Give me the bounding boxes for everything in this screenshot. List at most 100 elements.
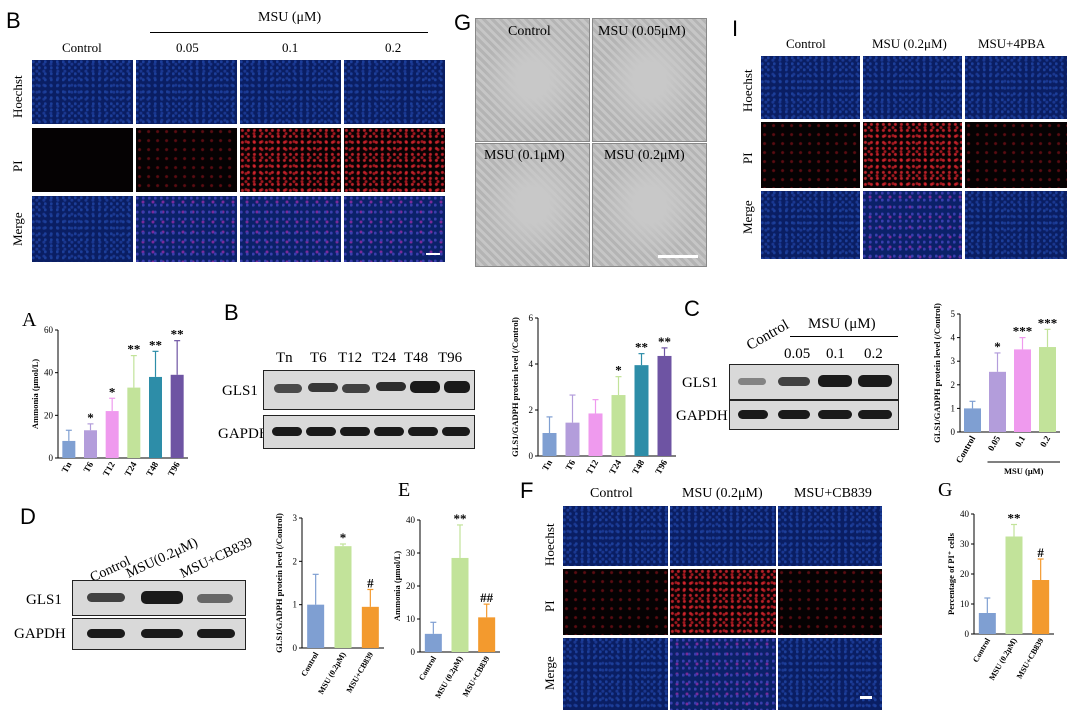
- i-pi-msu: [863, 122, 962, 188]
- x-tick-label-B2-1: T6: [563, 458, 577, 473]
- micrograph-hoechst-005: [136, 60, 237, 124]
- x-tick-label-A-2: T12: [101, 460, 117, 478]
- col-label-005: 0.05: [176, 40, 199, 55]
- y-tick-label-A: 40: [44, 368, 54, 378]
- bar-G2-1: [1005, 536, 1023, 634]
- y-tick-label-C2: 4: [951, 333, 956, 343]
- y-axis-label-G2: Percentage of PI⁺ cells: [946, 532, 956, 615]
- bar-E-1: [451, 557, 469, 652]
- phase-label-02: MSU (0.2μM): [604, 148, 685, 163]
- phase-image-02: [592, 143, 707, 267]
- panel-letter-c: C: [684, 296, 700, 321]
- x-tick-label-A-0: Tn: [59, 460, 73, 475]
- micrograph-hoechst-02: [344, 60, 445, 124]
- f-pi-control: [563, 569, 668, 635]
- bar-C2-1: [989, 371, 1006, 432]
- y-tick-label-E: 40: [406, 515, 416, 525]
- x-group-label-C2: MSU (μM): [1004, 466, 1044, 476]
- bar-A-5: [170, 374, 184, 458]
- x-tick-label-A-1: T6: [81, 460, 95, 475]
- i-col-control: Control: [786, 36, 826, 51]
- y-axis-label-E: Ammonia (μmol/L): [392, 551, 402, 621]
- f-col-control: Control: [590, 486, 633, 501]
- bar-C2-3: [1039, 347, 1056, 432]
- panel-letter-b-mid: B: [224, 300, 239, 325]
- d-protein-gls1: GLS1: [26, 592, 62, 608]
- bar-E-0: [424, 633, 442, 652]
- bar-A-3: [127, 387, 141, 458]
- sig-mark-E-1: **: [454, 511, 467, 526]
- sig-mark-D2-2: #: [367, 576, 374, 591]
- phase-scale-bar: [658, 255, 698, 258]
- i-col-msu: MSU (0.2μM): [872, 36, 947, 51]
- y-tick-label-C2: 3: [951, 356, 956, 366]
- sig-mark-D2-1: *: [340, 530, 347, 545]
- sig-mark-C2-1: *: [994, 339, 1001, 354]
- f-pi-msu: [670, 569, 776, 635]
- x-tick-label-D2-2: MSU+CB839: [345, 651, 376, 695]
- panel-letter-a: A: [22, 309, 37, 331]
- panel-letter-g2: G: [938, 479, 952, 501]
- bar-A-4: [149, 376, 162, 458]
- x-tick-label-B2-3: T24: [607, 458, 623, 476]
- lane-t12: T12: [338, 350, 363, 366]
- micrograph-pi-005: [136, 128, 237, 192]
- x-tick-label-C2-0: Control: [954, 434, 978, 465]
- bar-C2-2: [1014, 349, 1031, 432]
- x-tick-label-G2-2: MSU+CB839: [1015, 637, 1046, 681]
- col-label-01: 0.1: [282, 40, 299, 55]
- x-tick-label-G2-0: Control: [971, 636, 992, 664]
- c-group-rule: [790, 336, 898, 337]
- f-hoechst-cb839: [778, 506, 882, 566]
- panel-letter-b-top: B: [6, 8, 21, 33]
- y-tick-label-A: 60: [44, 325, 54, 335]
- lane-t48: T48: [404, 350, 429, 366]
- d-protein-gapdh: GAPDH: [14, 626, 66, 642]
- sig-mark-B2-5: **: [658, 334, 671, 349]
- c-blot-gls1: [729, 364, 899, 400]
- y-tick-label-E: 10: [406, 614, 416, 624]
- f-hoechst-control: [563, 506, 668, 566]
- phase-image-01: [475, 143, 590, 267]
- f-merge-control: [563, 638, 668, 710]
- y-tick-label-A: 0: [49, 453, 54, 463]
- i-merge-msu: [863, 191, 962, 259]
- sig-mark-C2-3: ***: [1038, 315, 1058, 330]
- micrograph-hoechst-control: [32, 60, 133, 124]
- y-tick-label-G2: 0: [965, 629, 970, 639]
- panel-letter-g-top: G: [454, 10, 472, 35]
- bar-C2-0: [964, 408, 981, 432]
- micrograph-merge-005: [136, 196, 237, 262]
- col-label-02: 0.2: [385, 40, 402, 55]
- y-tick-label-C2: 1: [951, 403, 956, 413]
- protein-gapdh: GAPDH: [218, 426, 270, 442]
- sig-mark-B2-4: **: [635, 340, 648, 355]
- c-protein-gls1: GLS1: [682, 375, 718, 391]
- y-tick-label-C2: 2: [951, 380, 956, 390]
- f-hoechst-msu: [670, 506, 776, 566]
- y-axis-label-A: Ammonia (μmol/L): [30, 359, 40, 429]
- msu-group-header: MSU (μM): [258, 10, 322, 25]
- bar-B2-4: [634, 365, 649, 456]
- bar-B2-2: [588, 413, 603, 456]
- c-blot-gapdh: [729, 400, 899, 430]
- micrograph-pi-01: [240, 128, 341, 192]
- y-tick-label-E: 30: [406, 548, 416, 558]
- sig-mark-C2-2: ***: [1013, 324, 1033, 339]
- micrograph-merge-control: [32, 196, 133, 262]
- i-pi-control: [761, 122, 860, 188]
- i-hoechst-msu: [863, 56, 962, 119]
- panel-letter-f: F: [520, 478, 534, 503]
- y-tick-label-E: 0: [411, 647, 416, 657]
- d-blot-gapdh: [72, 618, 246, 650]
- bar-B2-0: [542, 433, 557, 456]
- x-tick-label-D2-1: MSU (0.2μM): [316, 650, 348, 696]
- x-tick-label-B2-2: T12: [584, 458, 600, 476]
- bar-B2-1: [565, 422, 580, 456]
- y-tick-label-B2: 4: [529, 359, 534, 369]
- f-col-msu: MSU (0.2μM): [682, 486, 763, 501]
- lane-t96: T96: [438, 350, 463, 366]
- c-protein-gapdh: GAPDH: [676, 408, 728, 424]
- micrograph-merge-02: [344, 196, 445, 262]
